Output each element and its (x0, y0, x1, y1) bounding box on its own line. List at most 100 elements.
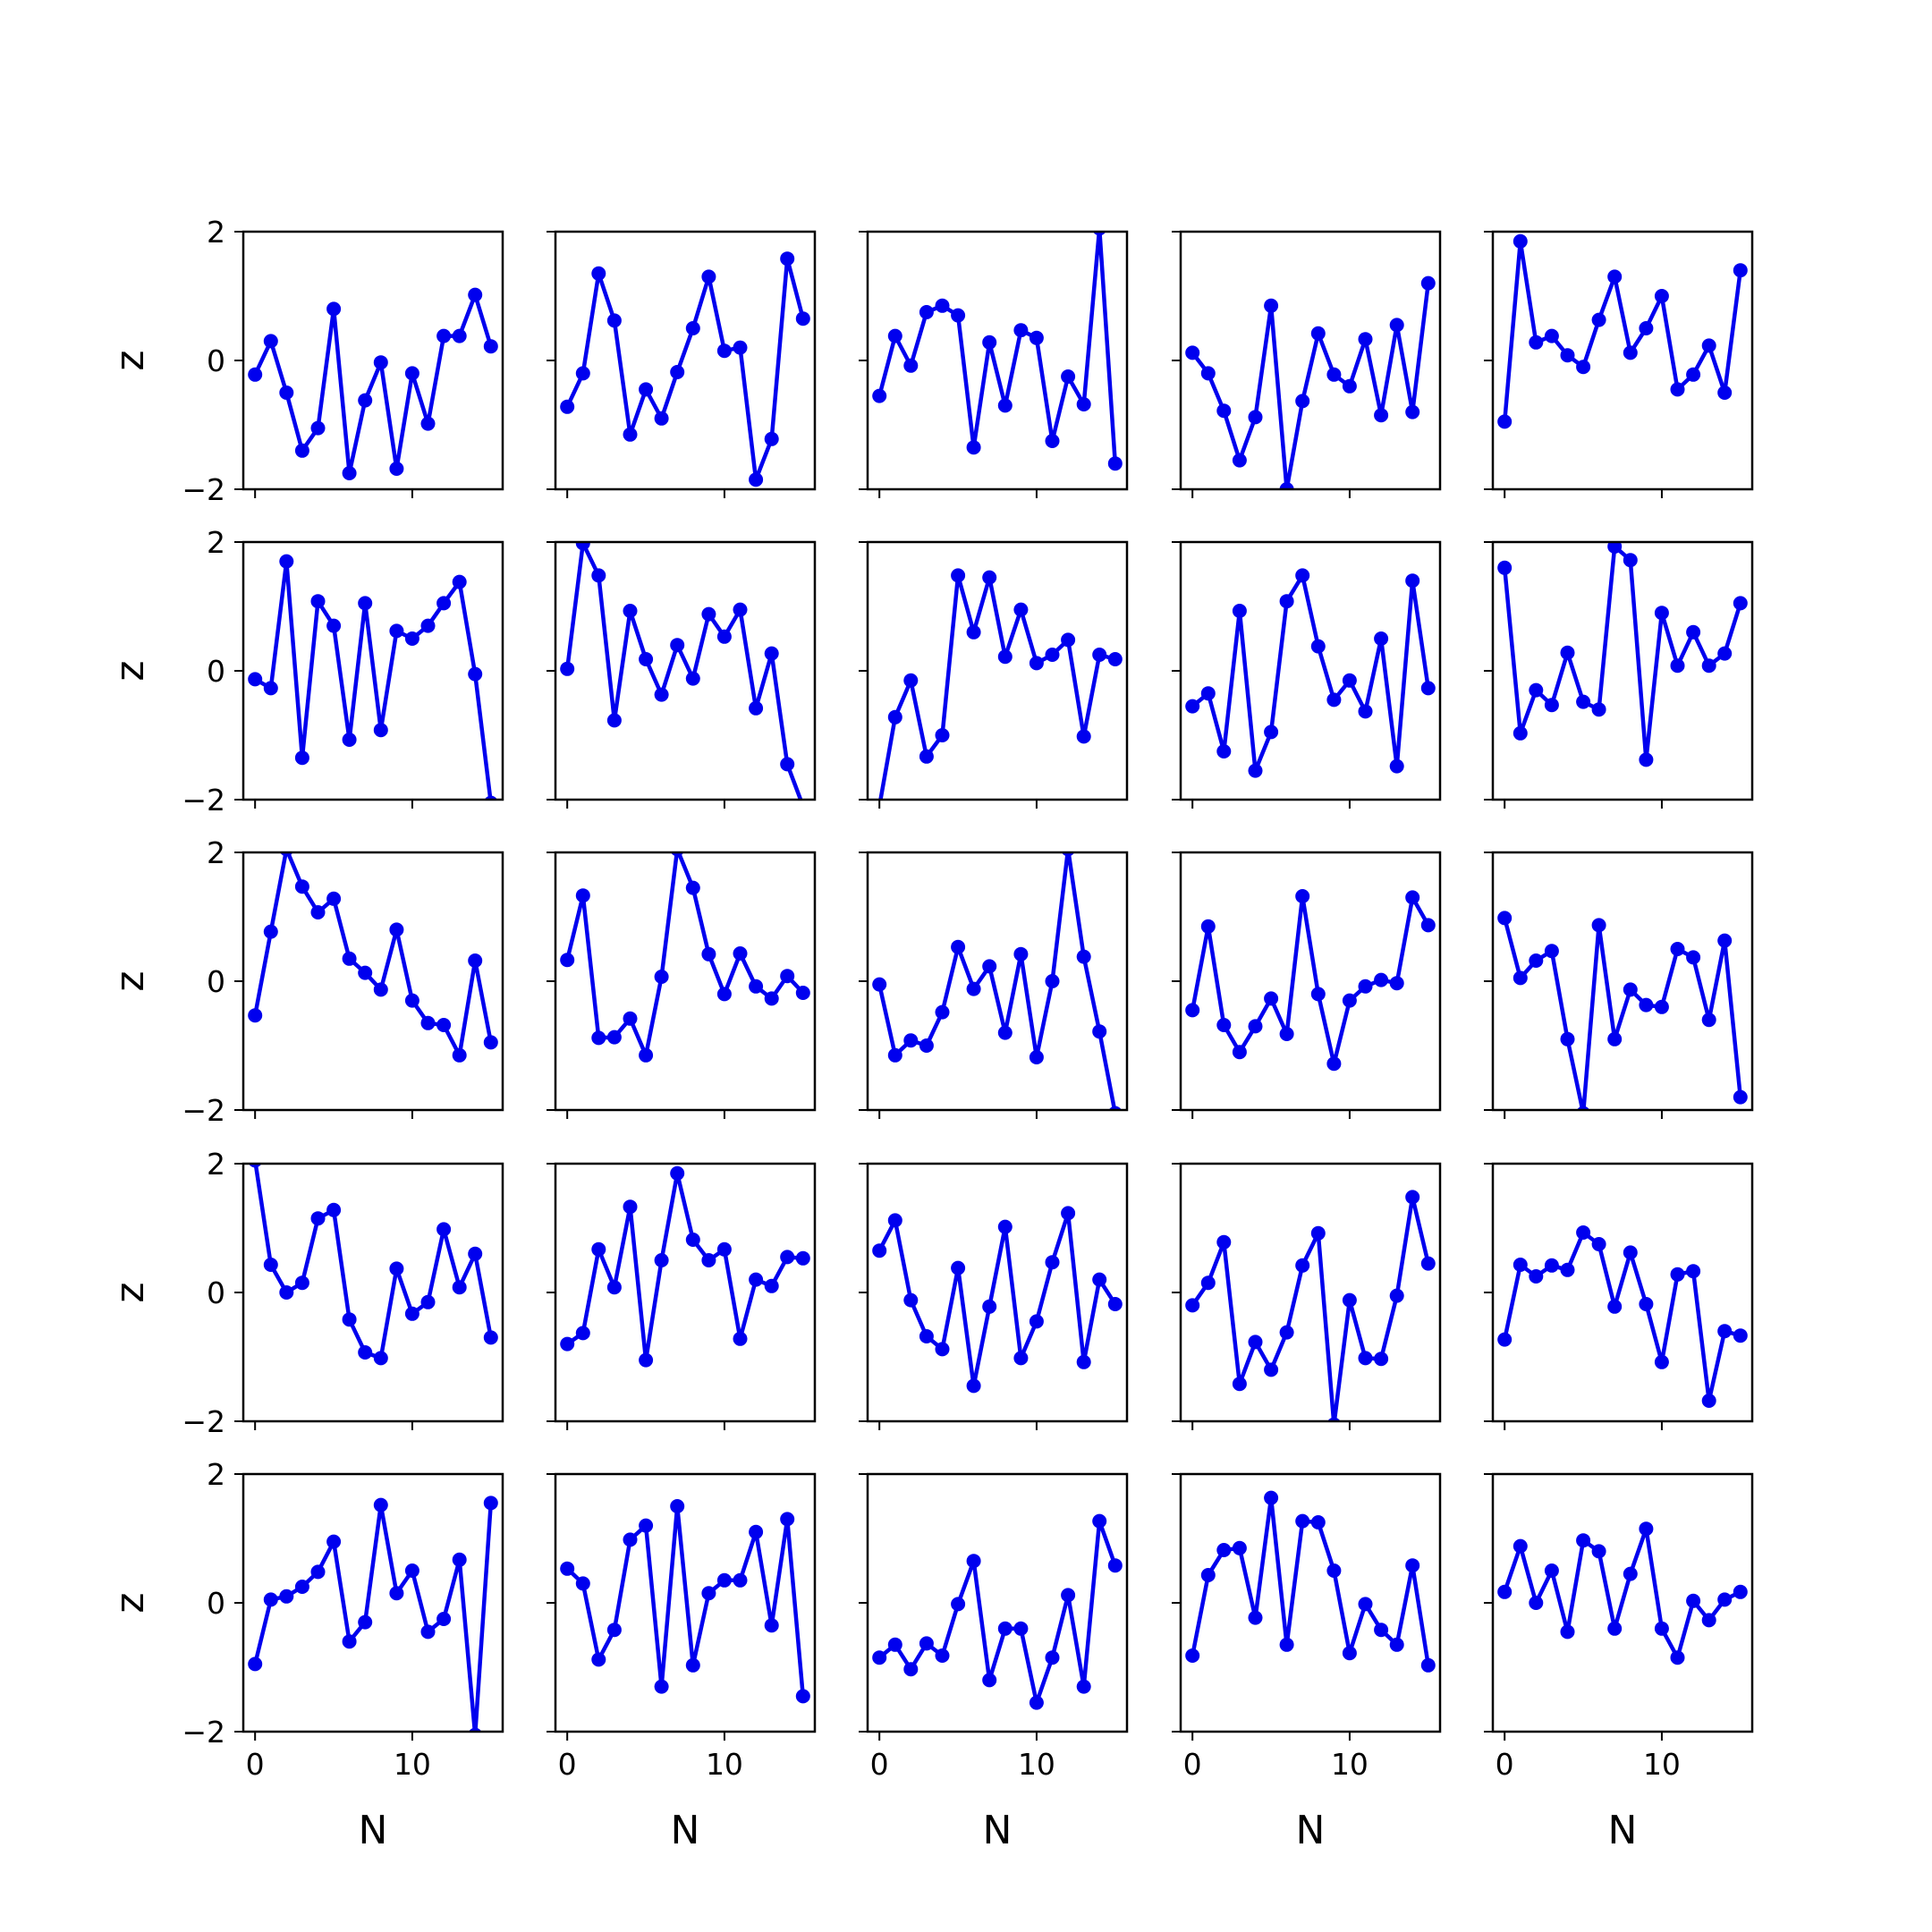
data-point (1279, 594, 1294, 609)
series-group (249, 1164, 498, 1366)
data-point (1045, 1255, 1060, 1270)
data-point (795, 1689, 810, 1704)
data-point (389, 1586, 404, 1601)
data-point (966, 624, 981, 640)
data-point (1279, 1325, 1294, 1340)
data-point (263, 1258, 278, 1272)
x-axis-label: N (1296, 1808, 1326, 1853)
data-point (575, 542, 590, 551)
series-line (1191, 283, 1431, 489)
data-point (1185, 1648, 1200, 1663)
data-point (1623, 1566, 1638, 1581)
series-group (560, 251, 810, 487)
series-line (877, 852, 1117, 1110)
data-point (1358, 704, 1373, 719)
data-point (575, 1326, 590, 1341)
data-point (606, 1623, 622, 1638)
data-point (263, 1592, 278, 1607)
series-line (878, 573, 1116, 800)
data-point (1310, 987, 1326, 1002)
data-point (1185, 1003, 1200, 1018)
data-point (1310, 639, 1326, 654)
data-point (1389, 1288, 1404, 1303)
data-point (1061, 1588, 1076, 1603)
y-tick-label: 2 (207, 1147, 225, 1182)
data-point (1733, 1089, 1748, 1105)
data-point (1591, 918, 1606, 933)
data-point (1544, 1258, 1559, 1273)
x-tick-label: 0 (558, 1747, 577, 1782)
data-point (1607, 542, 1623, 554)
data-point (997, 1219, 1013, 1234)
data-point (1389, 758, 1404, 774)
series-line (1191, 573, 1431, 773)
panel-r2-c4 (1172, 540, 1442, 809)
data-point (1358, 1351, 1373, 1366)
data-point (966, 1378, 981, 1394)
data-point (795, 1250, 810, 1266)
data-point (1405, 404, 1420, 419)
data-point (997, 1025, 1013, 1040)
y-tick-label: −2 (182, 472, 225, 507)
x-axis-label: N (1608, 1808, 1638, 1853)
panel-r2-c1: −2 0 2 z (107, 525, 504, 818)
data-point (326, 301, 342, 317)
series-group (248, 852, 498, 1063)
y-tick-label: 2 (207, 835, 225, 870)
x-tick-label: 0 (246, 1747, 265, 1782)
data-point (452, 1047, 467, 1063)
x-tick-label: 0 (870, 1747, 889, 1782)
panel-frame (1491, 851, 1754, 1112)
data-point (764, 1618, 779, 1633)
data-point (887, 328, 902, 343)
panel-r3-c3 (859, 851, 1129, 1119)
data-point (389, 1261, 404, 1276)
data-point (452, 574, 467, 589)
data-point (1405, 1558, 1420, 1573)
data-point (701, 606, 716, 622)
data-point (1232, 1377, 1247, 1392)
data-point (1232, 453, 1247, 468)
data-point (420, 618, 436, 633)
data-point (248, 672, 263, 687)
data-point (1639, 1297, 1654, 1311)
data-point (1513, 725, 1528, 741)
data-point (469, 1727, 482, 1732)
y-tick-label: −2 (182, 1093, 225, 1128)
data-point (749, 979, 764, 994)
data-point (1701, 1613, 1716, 1628)
data-point (1326, 1563, 1342, 1578)
data-point (701, 946, 716, 962)
data-point (1529, 335, 1544, 350)
series-group (1497, 1521, 1748, 1665)
x-axis-label: N (983, 1808, 1013, 1853)
y-axis-label: z (107, 660, 153, 681)
series-line (1503, 917, 1743, 1110)
data-point (420, 416, 436, 431)
data-point (1013, 1351, 1029, 1366)
data-point (294, 879, 309, 894)
data-point (1576, 1106, 1590, 1110)
data-point (1216, 1543, 1232, 1557)
data-point (294, 443, 309, 458)
data-point (1670, 658, 1685, 674)
data-point (1200, 366, 1216, 381)
data-point (685, 671, 700, 686)
series-group (1497, 911, 1748, 1110)
panel-frame (866, 1472, 1129, 1733)
data-point (1358, 1597, 1373, 1612)
data-point (1185, 345, 1200, 360)
data-point (1107, 1558, 1123, 1573)
series-line (253, 292, 493, 476)
panel-r2-c5 (1484, 540, 1754, 809)
data-point (1264, 991, 1279, 1006)
data-point (951, 1597, 966, 1612)
data-point (716, 1572, 732, 1588)
data-point (279, 554, 294, 569)
series-group (560, 1165, 810, 1368)
y-tick-label: −2 (182, 1715, 225, 1750)
data-point (1295, 394, 1310, 409)
data-point (1013, 602, 1029, 617)
data-point (1013, 946, 1029, 962)
data-point (1200, 1568, 1216, 1582)
